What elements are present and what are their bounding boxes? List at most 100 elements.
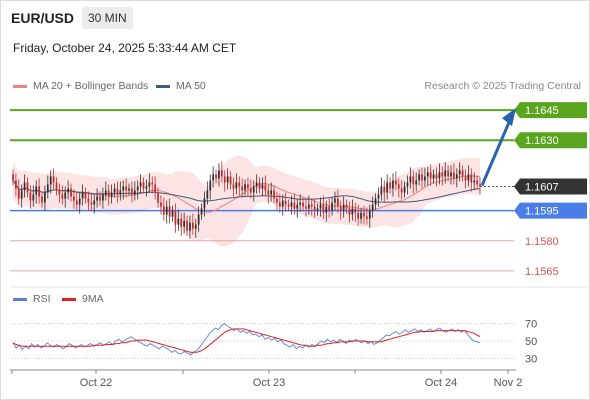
- candle: [377, 187, 380, 207]
- candle-body: [368, 210, 371, 219]
- candle-body: [380, 186, 383, 195]
- candle: [479, 177, 481, 195]
- level-label-1.1565: 1.1565: [525, 266, 559, 278]
- candle: [200, 203, 203, 220]
- candle-body: [102, 194, 104, 201]
- candle: [177, 209, 180, 231]
- level-tag-bg: [514, 202, 587, 219]
- candle: [261, 177, 264, 197]
- candle: [78, 192, 81, 214]
- candle-body: [99, 196, 101, 201]
- candle: [467, 165, 470, 187]
- level-label-1.1580: 1.1580: [525, 236, 559, 248]
- candle-body: [122, 186, 125, 191]
- candle: [232, 177, 235, 197]
- candle: [113, 183, 116, 198]
- level-tag-bg: [514, 132, 587, 149]
- candle-body: [310, 204, 313, 207]
- candle: [432, 169, 435, 184]
- candle-body: [162, 206, 165, 215]
- candle: [139, 174, 142, 194]
- candle-body: [313, 206, 316, 211]
- candle: [395, 171, 397, 191]
- candle: [461, 165, 464, 182]
- level-label-1.1607: 1.1607: [514, 178, 587, 195]
- candle-body: [409, 176, 412, 183]
- level-label-1.1645: 1.1645: [514, 102, 587, 119]
- candle: [81, 184, 84, 206]
- candle-body: [435, 174, 438, 179]
- candle: [75, 191, 78, 211]
- candle: [470, 168, 473, 192]
- rsi-tick-label: 50: [525, 336, 537, 348]
- candle: [168, 198, 171, 224]
- legend-ma20: MA 20 + Bollinger Bands: [13, 80, 148, 92]
- candle-body: [70, 188, 72, 197]
- candle-body: [334, 198, 336, 203]
- candle: [162, 197, 165, 221]
- level-value: 1.1580: [525, 236, 559, 248]
- bollinger-band: [13, 155, 480, 247]
- candle-body: [171, 210, 174, 217]
- candle-body: [189, 222, 191, 231]
- candle-body: [244, 184, 246, 191]
- candle-body: [464, 176, 467, 181]
- candle-body: [58, 190, 61, 195]
- candle-body: [154, 184, 157, 193]
- candle: [444, 162, 447, 184]
- candle-body: [46, 184, 49, 193]
- candle: [421, 167, 423, 189]
- candle: [35, 180, 38, 204]
- candle-body: [447, 170, 449, 177]
- candle-body: [26, 182, 29, 193]
- candle-body: [397, 184, 400, 189]
- candles: [12, 161, 481, 239]
- candle-body: [235, 182, 238, 189]
- candle: [325, 200, 328, 222]
- candle: [73, 189, 75, 209]
- rsi-label: RSI: [33, 293, 51, 305]
- candle: [212, 166, 215, 188]
- candle-body: [267, 190, 270, 195]
- candle-body: [284, 200, 287, 205]
- candle-body: [444, 170, 447, 177]
- candle-body: [479, 184, 481, 187]
- chart-header: EUR/USD 30 MIN: [0, 0, 590, 36]
- candle: [191, 213, 194, 235]
- x-tick-label: Oct 23: [253, 377, 285, 389]
- candle-body: [403, 186, 406, 193]
- candle-body: [377, 194, 380, 199]
- candle: [136, 180, 139, 200]
- candle-body: [220, 170, 223, 177]
- candle: [293, 193, 296, 215]
- candle-body: [371, 204, 374, 211]
- candle: [357, 204, 360, 226]
- candle-body: [278, 202, 281, 207]
- candle: [336, 189, 339, 213]
- candle: [131, 181, 133, 203]
- candle-body: [386, 182, 389, 193]
- candle: [203, 191, 206, 217]
- candle-body: [461, 170, 464, 177]
- candle-body: [67, 188, 69, 193]
- candle: [267, 184, 270, 204]
- candle: [20, 184, 23, 208]
- legend-rsi: RSI: [13, 293, 51, 305]
- candle: [447, 165, 449, 182]
- candle: [104, 181, 107, 201]
- candle-body: [177, 218, 180, 225]
- level-tag-bg: [514, 102, 587, 119]
- rsi-tick-label: 70: [525, 319, 537, 331]
- candle-body: [247, 184, 249, 189]
- candle: [278, 193, 281, 213]
- candle: [194, 218, 197, 238]
- candle-body: [90, 202, 93, 205]
- candle-body: [104, 190, 107, 195]
- x-tick-label: Oct 22: [80, 377, 112, 389]
- candle-body: [197, 214, 200, 225]
- candle: [290, 195, 293, 215]
- interval-button[interactable]: 30 MIN: [82, 7, 133, 29]
- ma50-label: MA 50: [176, 80, 206, 92]
- candle: [389, 177, 391, 194]
- candle: [220, 161, 223, 183]
